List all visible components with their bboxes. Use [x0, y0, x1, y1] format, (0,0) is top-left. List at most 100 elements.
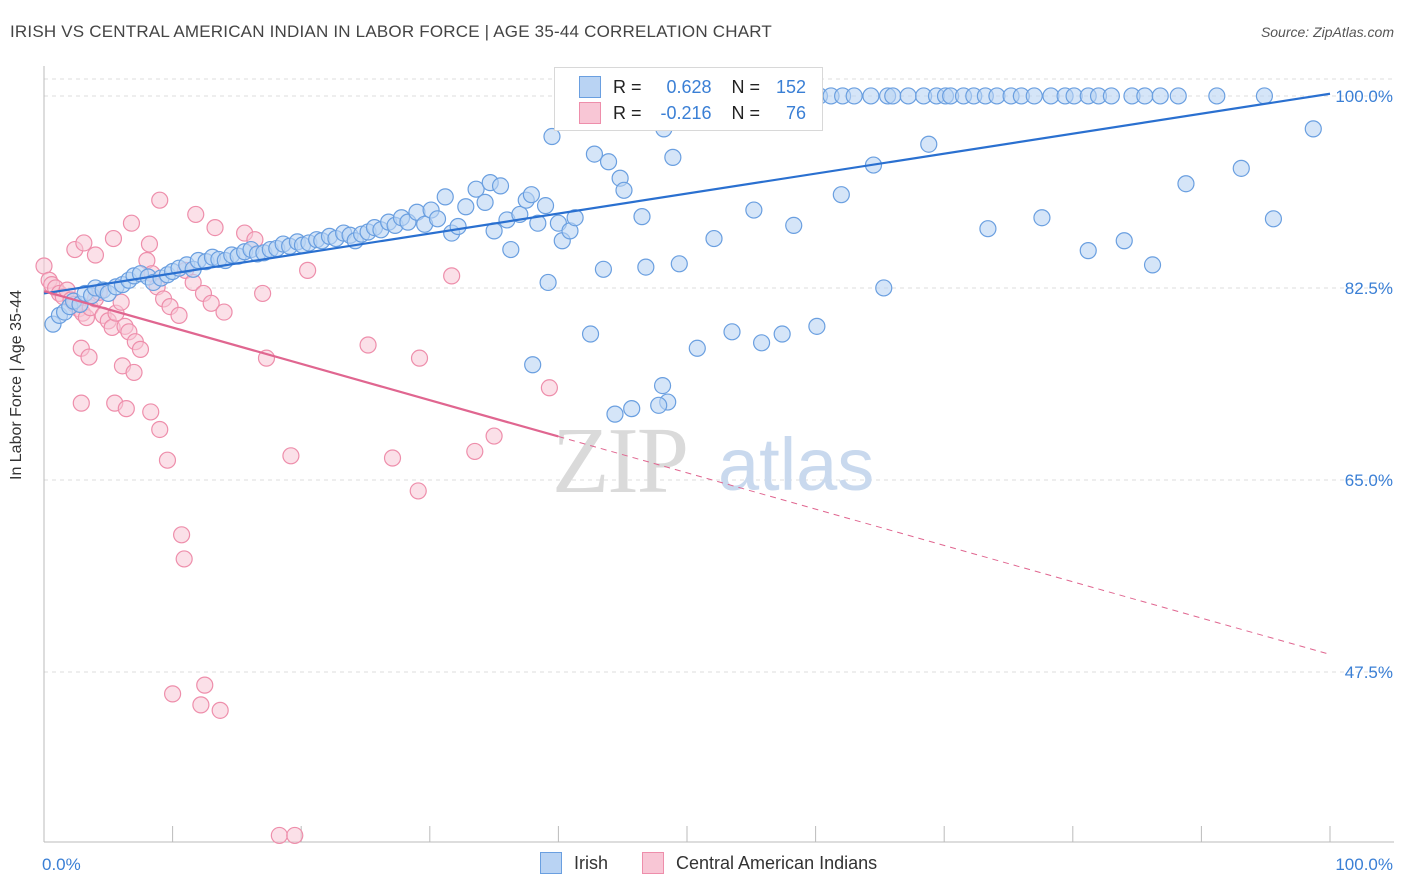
irish-point	[920, 135, 938, 153]
irish-point	[884, 87, 902, 105]
y-tick-label: 47.5%	[1345, 663, 1393, 682]
irish-point	[670, 255, 688, 273]
irish-point	[1169, 87, 1187, 105]
irish-point	[606, 405, 624, 423]
n-label: N =	[731, 102, 761, 123]
irish-point	[436, 188, 454, 206]
cai-point	[175, 550, 193, 568]
cai-point	[158, 451, 177, 469]
cai-point	[192, 696, 210, 714]
legend-item-cai[interactable]: Central American Indians	[642, 852, 877, 874]
stats-legend: R = 0.628 N = 152 R = -0.216 N = 76	[554, 67, 823, 131]
cai-point	[173, 526, 191, 544]
trend-layer	[43, 92, 1331, 655]
irish-point	[875, 279, 893, 297]
cai-point	[170, 306, 188, 324]
irish-point	[428, 210, 447, 228]
stats-row-irish: R = 0.628 N = 152	[579, 75, 806, 99]
irish-point	[1304, 120, 1322, 138]
irish-point	[536, 197, 555, 215]
y-tick-label: 65.0%	[1345, 471, 1393, 490]
irish-point	[1079, 242, 1097, 260]
cai-point	[443, 267, 461, 285]
cai-point	[466, 442, 484, 461]
watermark: ZIP atlas	[552, 409, 874, 513]
irish-point	[1033, 209, 1051, 227]
irish-point	[449, 217, 467, 236]
irish-point	[539, 273, 557, 292]
irish-point	[705, 229, 723, 248]
cai-point	[196, 676, 214, 694]
legend-label-cai: Central American Indians	[676, 852, 878, 873]
irish-point	[594, 260, 613, 278]
legend-label-irish: Irish	[574, 852, 609, 873]
cai-point	[485, 427, 503, 445]
y-tick-label: 82.5%	[1345, 279, 1393, 298]
irish-point	[653, 376, 672, 395]
cai-point	[112, 293, 130, 311]
irish-point	[664, 148, 682, 166]
cai-trendline-dashed	[558, 436, 1331, 655]
irish-point	[623, 400, 641, 418]
irish-point	[491, 177, 510, 195]
cai-point	[35, 257, 53, 275]
cai-point	[409, 482, 427, 500]
irish-point	[808, 317, 826, 335]
cai-legend-swatch	[642, 852, 665, 874]
irish-point	[1025, 87, 1043, 105]
tick-labels: 47.5% 65.0% 82.5% 100.0% 0.0% 100.0%	[42, 87, 1393, 874]
r-value: 0.628	[666, 76, 712, 97]
irish-point	[1102, 87, 1120, 105]
irish-point	[1151, 87, 1169, 105]
cai-point	[359, 336, 377, 354]
irish-swatch	[579, 76, 601, 98]
legend-item-irish[interactable]: Irish	[540, 852, 608, 874]
series-irish	[44, 87, 1322, 423]
grid-layer	[44, 78, 1394, 673]
cai-point	[282, 447, 300, 465]
irish-point	[529, 214, 547, 232]
irish-point	[599, 153, 618, 171]
cai-point	[286, 826, 304, 845]
r-label: R =	[613, 76, 642, 97]
stats-row-cai: R = -0.216 N = 76	[579, 101, 806, 125]
r-label: R =	[613, 102, 642, 123]
irish-point	[522, 186, 540, 204]
cai-point	[125, 363, 143, 382]
cai-point	[540, 379, 558, 397]
cai-point	[86, 246, 105, 264]
irish-point	[845, 87, 863, 105]
cai-point	[187, 205, 205, 224]
series-legend: Irish Central American Indians	[540, 852, 911, 874]
cai-point	[211, 701, 229, 719]
irish-point	[785, 216, 803, 235]
irish-point	[1143, 256, 1162, 274]
irish-point	[752, 334, 771, 352]
irish-point	[633, 208, 651, 226]
irish-trendline	[43, 92, 1331, 295]
irish-point	[773, 325, 791, 343]
cai-point	[299, 261, 317, 279]
irish-point	[899, 87, 917, 105]
cai-point	[254, 284, 272, 303]
cai-point	[80, 348, 98, 366]
irish-point	[581, 325, 600, 343]
irish-point	[688, 339, 706, 357]
irish-point	[637, 258, 655, 276]
cai-point	[122, 214, 141, 232]
irish-point	[1255, 87, 1274, 105]
cai-point	[151, 420, 169, 439]
irish-point	[585, 145, 604, 163]
irish-point	[543, 127, 561, 146]
x-tick-label-start: 0.0%	[42, 855, 81, 874]
watermark-zip: ZIP	[552, 409, 687, 513]
irish-point	[615, 181, 633, 199]
series-central-american-indians	[35, 191, 558, 845]
cai-point	[206, 219, 224, 237]
cai-point	[215, 303, 233, 321]
irish-point	[979, 220, 997, 238]
cai-point	[202, 294, 220, 312]
cai-point	[410, 349, 429, 367]
irish-point	[650, 396, 668, 414]
